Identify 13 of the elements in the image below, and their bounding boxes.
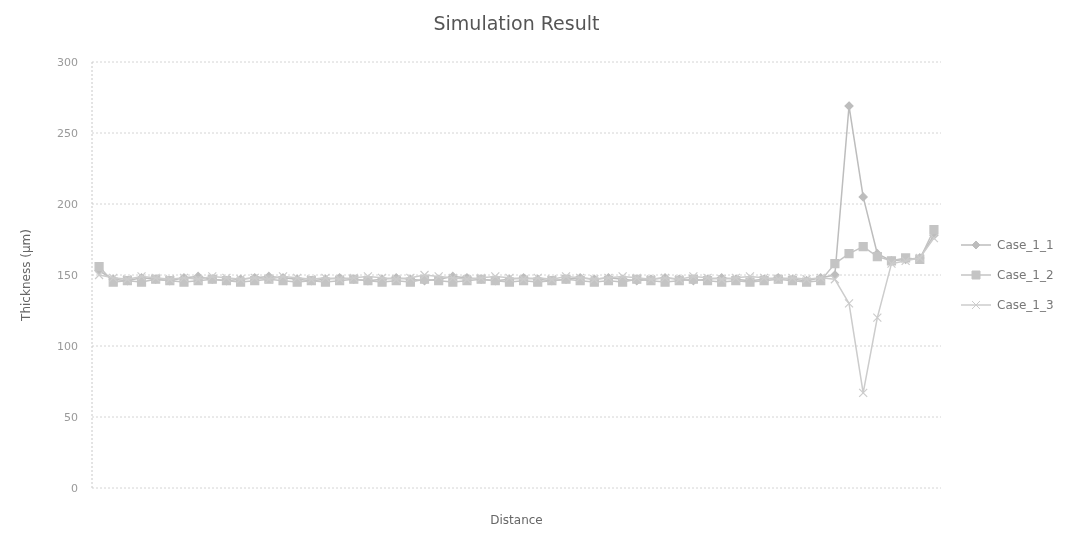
- y-tick-label: 100: [57, 339, 78, 353]
- x-axis-title: Distance: [490, 513, 543, 527]
- y-axis-title: Thickness (μm): [19, 229, 33, 322]
- legend-label: Case_1_2: [997, 268, 1054, 283]
- y-tick-label: 200: [57, 197, 78, 211]
- y-tick-label: 0: [71, 481, 78, 495]
- y-tick-label: 300: [57, 55, 78, 69]
- y-tick-label: 250: [57, 126, 78, 140]
- y-tick-label: 50: [64, 410, 78, 424]
- legend-label: Case_1_3: [997, 298, 1054, 313]
- legend-label: Case_1_1: [997, 238, 1054, 253]
- y-tick-label: 150: [57, 268, 78, 282]
- chart-title: Simulation Result: [433, 12, 600, 34]
